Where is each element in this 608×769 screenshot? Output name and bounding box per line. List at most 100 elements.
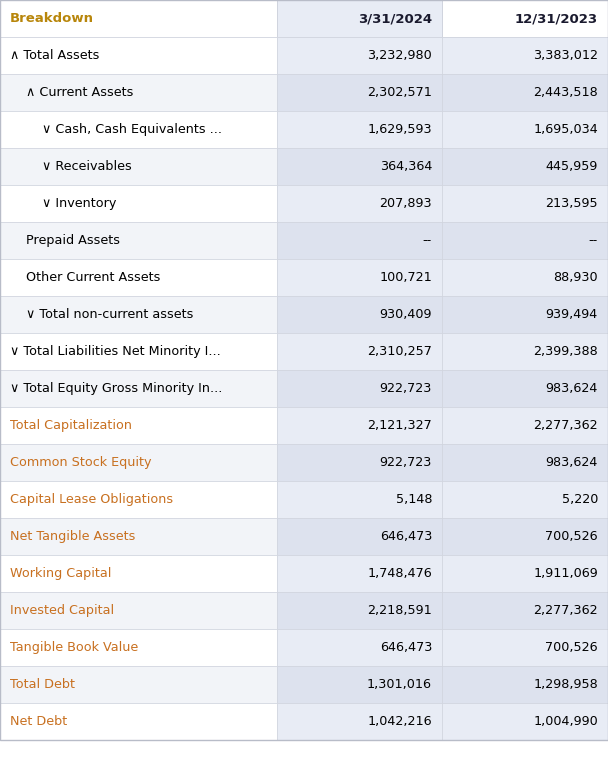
Bar: [277, 370, 442, 407]
Bar: [0, 333, 277, 370]
Bar: [277, 703, 442, 740]
Text: Capital Lease Obligations: Capital Lease Obligations: [10, 493, 173, 506]
Text: 1,748,476: 1,748,476: [367, 567, 432, 580]
Bar: [442, 444, 608, 481]
Text: 2,277,362: 2,277,362: [533, 419, 598, 432]
Text: Breakdown: Breakdown: [10, 12, 94, 25]
Bar: [277, 111, 442, 148]
Text: ∨ Total Equity Gross Minority In...: ∨ Total Equity Gross Minority In...: [10, 382, 223, 395]
Bar: [0, 148, 277, 185]
Text: Tangible Book Value: Tangible Book Value: [10, 641, 138, 654]
Text: 700,526: 700,526: [545, 530, 598, 543]
Text: 364,364: 364,364: [379, 160, 432, 173]
Bar: [0, 296, 277, 333]
Bar: [442, 259, 608, 296]
Text: Common Stock Equity: Common Stock Equity: [10, 456, 151, 469]
Text: 922,723: 922,723: [379, 456, 432, 469]
Text: Net Tangible Assets: Net Tangible Assets: [10, 530, 136, 543]
Text: 5,220: 5,220: [562, 493, 598, 506]
Bar: [0, 0, 277, 37]
Text: --: --: [589, 234, 598, 247]
Text: ∨ Total non-current assets: ∨ Total non-current assets: [10, 308, 193, 321]
Text: 2,443,518: 2,443,518: [533, 86, 598, 99]
Text: 12/31/2023: 12/31/2023: [515, 12, 598, 25]
Bar: [442, 370, 608, 407]
Text: ∨ Cash, Cash Equivalents ...: ∨ Cash, Cash Equivalents ...: [10, 123, 222, 136]
Text: 700,526: 700,526: [545, 641, 598, 654]
Bar: [0, 444, 277, 481]
Text: 1,629,593: 1,629,593: [367, 123, 432, 136]
Bar: [277, 222, 442, 259]
Text: 2,121,327: 2,121,327: [367, 419, 432, 432]
Bar: [0, 370, 277, 407]
Text: 983,624: 983,624: [545, 382, 598, 395]
Bar: [277, 555, 442, 592]
Bar: [442, 148, 608, 185]
Bar: [277, 259, 442, 296]
Bar: [0, 222, 277, 259]
Bar: [442, 37, 608, 74]
Bar: [442, 555, 608, 592]
Text: 88,930: 88,930: [553, 271, 598, 284]
Text: 939,494: 939,494: [546, 308, 598, 321]
Bar: [277, 296, 442, 333]
Bar: [0, 481, 277, 518]
Text: 213,595: 213,595: [545, 197, 598, 210]
Text: Working Capital: Working Capital: [10, 567, 111, 580]
Bar: [277, 185, 442, 222]
Text: 100,721: 100,721: [379, 271, 432, 284]
Text: 1,911,069: 1,911,069: [533, 567, 598, 580]
Text: 3,383,012: 3,383,012: [533, 49, 598, 62]
Text: 5,148: 5,148: [396, 493, 432, 506]
Bar: [442, 592, 608, 629]
Text: ∧ Total Assets: ∧ Total Assets: [10, 49, 99, 62]
Text: ∧ Current Assets: ∧ Current Assets: [10, 86, 133, 99]
Text: Other Current Assets: Other Current Assets: [10, 271, 161, 284]
Bar: [442, 703, 608, 740]
Text: 646,473: 646,473: [379, 641, 432, 654]
Text: 922,723: 922,723: [379, 382, 432, 395]
Text: Net Debt: Net Debt: [10, 715, 67, 728]
Text: 983,624: 983,624: [545, 456, 598, 469]
Bar: [0, 592, 277, 629]
Bar: [277, 74, 442, 111]
Bar: [0, 111, 277, 148]
Bar: [0, 37, 277, 74]
Bar: [442, 666, 608, 703]
Text: ∨ Receivables: ∨ Receivables: [10, 160, 132, 173]
Text: 2,302,571: 2,302,571: [367, 86, 432, 99]
Text: Prepaid Assets: Prepaid Assets: [10, 234, 120, 247]
Text: 3,232,980: 3,232,980: [367, 49, 432, 62]
Text: 3/31/2024: 3/31/2024: [358, 12, 432, 25]
Bar: [0, 518, 277, 555]
Bar: [0, 74, 277, 111]
Bar: [442, 185, 608, 222]
Bar: [442, 0, 608, 37]
Text: 646,473: 646,473: [379, 530, 432, 543]
Bar: [277, 481, 442, 518]
Text: Invested Capital: Invested Capital: [10, 604, 114, 617]
Text: 2,218,591: 2,218,591: [367, 604, 432, 617]
Bar: [442, 296, 608, 333]
Text: Total Debt: Total Debt: [10, 678, 75, 691]
Bar: [442, 74, 608, 111]
Bar: [0, 259, 277, 296]
Text: --: --: [423, 234, 432, 247]
Bar: [0, 407, 277, 444]
Text: 445,959: 445,959: [545, 160, 598, 173]
Bar: [442, 629, 608, 666]
Bar: [277, 37, 442, 74]
Bar: [442, 111, 608, 148]
Bar: [442, 481, 608, 518]
Bar: [442, 333, 608, 370]
Bar: [442, 407, 608, 444]
Text: 1,301,016: 1,301,016: [367, 678, 432, 691]
Text: 1,004,990: 1,004,990: [533, 715, 598, 728]
Bar: [0, 185, 277, 222]
Bar: [0, 555, 277, 592]
Bar: [277, 629, 442, 666]
Bar: [442, 518, 608, 555]
Bar: [0, 629, 277, 666]
Bar: [277, 148, 442, 185]
Bar: [277, 592, 442, 629]
